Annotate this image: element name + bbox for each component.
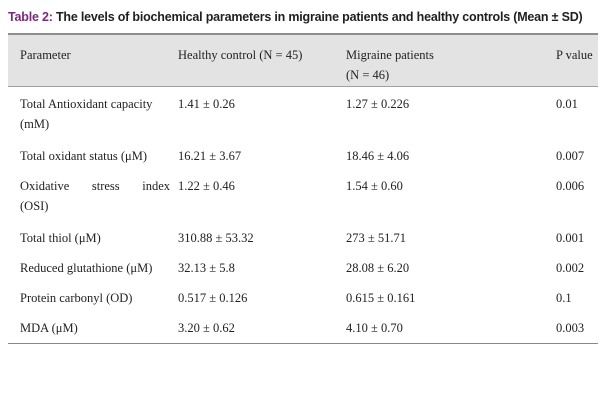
parameter-cell: Oxidative stress index (OSI) [20, 176, 170, 216]
migraine-value-cell: 273 ± 51.71 [346, 231, 406, 245]
parameter-cell: Total thiol (μM) [20, 231, 101, 245]
migraine-value-cell: 1.27 ± 0.226 [346, 97, 410, 111]
healthy-value-cell: 1.22 ± 0.46 [178, 179, 235, 193]
table-caption-text: The levels of biochemical parameters in … [56, 10, 583, 24]
parameter-line1: Total Antioxidant capacity [20, 97, 153, 111]
p-value-cell: 0.001 [556, 231, 585, 245]
p-value-cell: 0.1 [556, 291, 572, 305]
p-value-cell: 0.002 [556, 261, 585, 275]
migraine-value-cell: 1.54 ± 0.60 [346, 179, 403, 193]
migraine-value-cell: 0.615 ± 0.161 [346, 291, 416, 305]
migraine-value-cell: 4.10 ± 0.70 [346, 321, 403, 335]
table-caption-label: Table 2: [8, 10, 53, 24]
header-migraine-line1: Migraine patients [346, 48, 434, 62]
p-value-cell: 0.006 [556, 179, 585, 193]
header-parameter: Parameter [20, 48, 71, 62]
parameter-line1: Oxidative stress index [20, 179, 170, 193]
migraine-value-cell: 18.46 ± 4.06 [346, 149, 410, 163]
biochemical-parameters-table: Parameter Healthy control (N = 45) Migra… [8, 33, 598, 344]
migraine-value-cell: 28.08 ± 6.20 [346, 261, 410, 275]
healthy-value-cell: 0.517 ± 0.126 [178, 291, 248, 305]
table-caption: Table 2: The levels of biochemical param… [8, 10, 583, 24]
table-header: Parameter Healthy control (N = 45) Migra… [8, 33, 598, 87]
header-migraine-patients: Migraine patients (N = 46) [346, 45, 536, 85]
p-value-cell: 0.007 [556, 149, 585, 163]
p-value-cell: 0.003 [556, 321, 585, 335]
parameter-cell: Reduced glutathione (μM) [20, 261, 153, 275]
parameter-cell: Protein carbonyl (OD) [20, 291, 133, 305]
parameter-line2: (OSI) [20, 199, 49, 213]
header-healthy-control: Healthy control (N = 45) [178, 48, 303, 62]
parameter-line2: (mM) [20, 117, 50, 131]
header-p-value: P value [556, 48, 593, 62]
healthy-value-cell: 16.21 ± 3.67 [178, 149, 242, 163]
parameter-cell: Total Antioxidant capacity (mM) [20, 94, 170, 134]
parameter-cell: Total oxidant status (μM) [20, 149, 147, 163]
parameter-cell: MDA (μM) [20, 321, 78, 335]
healthy-value-cell: 1.41 ± 0.26 [178, 97, 235, 111]
healthy-value-cell: 310.88 ± 53.32 [178, 231, 254, 245]
healthy-value-cell: 32.13 ± 5.8 [178, 261, 235, 275]
header-migraine-line2: (N = 46) [346, 68, 390, 82]
healthy-value-cell: 3.20 ± 0.62 [178, 321, 235, 335]
p-value-cell: 0.01 [556, 97, 578, 111]
